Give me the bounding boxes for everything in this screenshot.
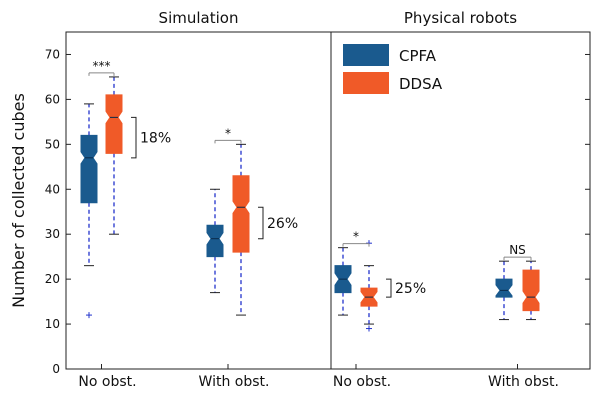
box-cpfa	[206, 224, 224, 258]
panel-title: Physical robots	[404, 9, 517, 27]
box-ddsa	[522, 269, 540, 312]
difference-bracket	[131, 116, 137, 159]
y-axis-label: Number of collected cubes	[9, 93, 28, 308]
y-tick-label: 0	[52, 362, 60, 376]
box-ddsa	[105, 94, 123, 154]
x-tick-label: With obst.	[199, 374, 270, 390]
y-tick-label: 20	[45, 272, 60, 286]
difference-label: 25%	[395, 281, 426, 297]
difference-bracket	[386, 278, 392, 298]
significance-label: *	[225, 126, 231, 140]
y-tick-label: 10	[45, 317, 60, 331]
panel-title: Simulation	[159, 9, 239, 27]
legend-swatch-ddsa	[343, 72, 389, 94]
x-tick-label: No obst.	[78, 374, 136, 390]
y-tick-label: 50	[45, 137, 60, 151]
significance-label: *	[353, 230, 359, 244]
box-ddsa	[232, 175, 250, 253]
difference-label: 26%	[267, 216, 298, 232]
box-cpfa	[495, 278, 513, 298]
box-cpfa	[80, 134, 98, 204]
y-tick-label: 70	[45, 47, 60, 61]
x-tick-label: No obst.	[333, 374, 391, 390]
y-tick-label: 40	[45, 182, 60, 196]
legend-label-cpfa: CPFA	[399, 47, 437, 65]
x-tick-label: With obst.	[488, 374, 559, 390]
significance-label: ***	[93, 59, 111, 73]
significance-label: NS	[509, 243, 526, 257]
difference-label: 18%	[140, 131, 171, 147]
y-tick-label: 30	[45, 227, 60, 241]
legend-swatch-cpfa	[343, 44, 389, 66]
difference-bracket	[258, 206, 264, 240]
legend-label-ddsa: DDSA	[399, 75, 443, 93]
y-tick-label: 60	[45, 92, 60, 106]
plot-frame	[65, 31, 591, 370]
